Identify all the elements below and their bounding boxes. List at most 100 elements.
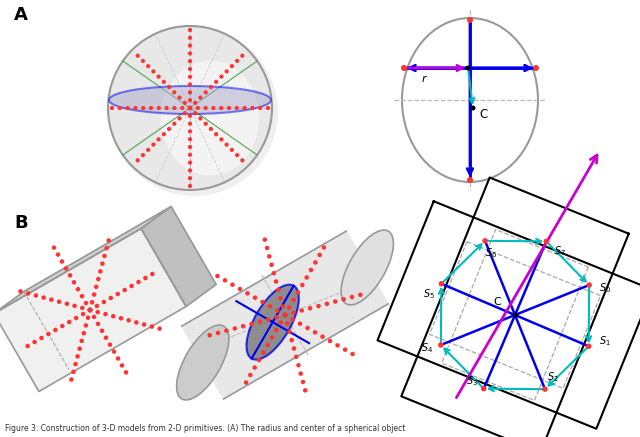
Circle shape	[220, 74, 223, 79]
Circle shape	[188, 36, 192, 40]
Circle shape	[316, 304, 321, 308]
Circle shape	[438, 281, 444, 287]
Circle shape	[250, 106, 255, 110]
Circle shape	[266, 343, 270, 347]
Circle shape	[215, 274, 220, 278]
Circle shape	[188, 184, 192, 188]
Circle shape	[298, 371, 303, 376]
Circle shape	[283, 313, 287, 317]
Circle shape	[108, 343, 112, 347]
Circle shape	[57, 299, 61, 304]
Circle shape	[104, 246, 109, 250]
Circle shape	[193, 101, 197, 105]
Circle shape	[157, 326, 162, 331]
Circle shape	[188, 106, 192, 110]
Circle shape	[204, 106, 208, 110]
Circle shape	[96, 322, 100, 326]
Circle shape	[219, 106, 223, 110]
Circle shape	[104, 336, 108, 340]
Circle shape	[60, 259, 64, 264]
Text: C: C	[479, 108, 487, 121]
Circle shape	[142, 322, 147, 327]
Circle shape	[230, 148, 234, 152]
Circle shape	[188, 83, 192, 87]
Text: $S_2$: $S_2$	[547, 370, 559, 384]
Circle shape	[543, 239, 549, 244]
Circle shape	[95, 304, 99, 308]
Circle shape	[151, 142, 156, 147]
Circle shape	[225, 69, 228, 73]
Circle shape	[211, 106, 216, 110]
Circle shape	[230, 282, 235, 287]
Circle shape	[88, 308, 92, 312]
Circle shape	[88, 308, 92, 312]
Circle shape	[313, 330, 317, 335]
Circle shape	[267, 254, 271, 259]
Circle shape	[235, 153, 239, 157]
Circle shape	[188, 121, 192, 126]
Circle shape	[196, 106, 200, 110]
Circle shape	[52, 246, 56, 250]
Circle shape	[177, 116, 182, 121]
Circle shape	[188, 153, 192, 157]
Circle shape	[271, 271, 276, 275]
Circle shape	[103, 312, 108, 316]
Circle shape	[300, 308, 304, 313]
Circle shape	[188, 129, 192, 133]
Circle shape	[438, 342, 444, 348]
Text: r: r	[422, 74, 427, 84]
Circle shape	[72, 280, 76, 284]
Circle shape	[283, 313, 287, 317]
Circle shape	[118, 316, 123, 320]
Circle shape	[102, 300, 106, 304]
Circle shape	[76, 287, 80, 291]
Circle shape	[106, 238, 111, 243]
Circle shape	[198, 95, 203, 100]
Circle shape	[164, 106, 169, 110]
Circle shape	[133, 106, 138, 110]
Text: B: B	[14, 214, 28, 232]
Circle shape	[586, 282, 592, 288]
Circle shape	[42, 295, 46, 300]
Circle shape	[188, 114, 192, 118]
Circle shape	[94, 284, 99, 289]
Circle shape	[73, 362, 77, 366]
Circle shape	[224, 329, 228, 333]
Circle shape	[274, 279, 278, 284]
Circle shape	[141, 59, 145, 63]
Circle shape	[143, 276, 148, 280]
Circle shape	[88, 308, 92, 312]
Text: A: A	[14, 6, 28, 24]
Text: $S_3$: $S_3$	[466, 374, 477, 388]
Circle shape	[188, 145, 192, 149]
Circle shape	[84, 323, 88, 328]
Circle shape	[92, 315, 96, 319]
Polygon shape	[182, 231, 388, 399]
Circle shape	[151, 69, 156, 73]
Circle shape	[172, 90, 177, 94]
Circle shape	[188, 75, 192, 79]
Circle shape	[291, 298, 296, 302]
Circle shape	[470, 105, 476, 111]
Circle shape	[53, 328, 58, 332]
Circle shape	[90, 300, 94, 305]
Circle shape	[266, 106, 270, 110]
Text: $S_5$: $S_5$	[423, 287, 435, 301]
Circle shape	[136, 280, 141, 284]
Circle shape	[248, 373, 253, 377]
Ellipse shape	[161, 61, 259, 175]
Circle shape	[305, 275, 309, 280]
Text: $S_0$: $S_0$	[599, 281, 611, 295]
Circle shape	[188, 28, 192, 32]
Circle shape	[193, 111, 197, 115]
Circle shape	[188, 44, 192, 48]
Circle shape	[120, 363, 124, 368]
Circle shape	[81, 312, 85, 316]
Circle shape	[324, 302, 329, 306]
Circle shape	[209, 127, 213, 131]
Circle shape	[262, 237, 267, 242]
Circle shape	[278, 320, 283, 325]
Circle shape	[467, 177, 473, 183]
Circle shape	[274, 328, 278, 332]
Circle shape	[102, 253, 107, 258]
